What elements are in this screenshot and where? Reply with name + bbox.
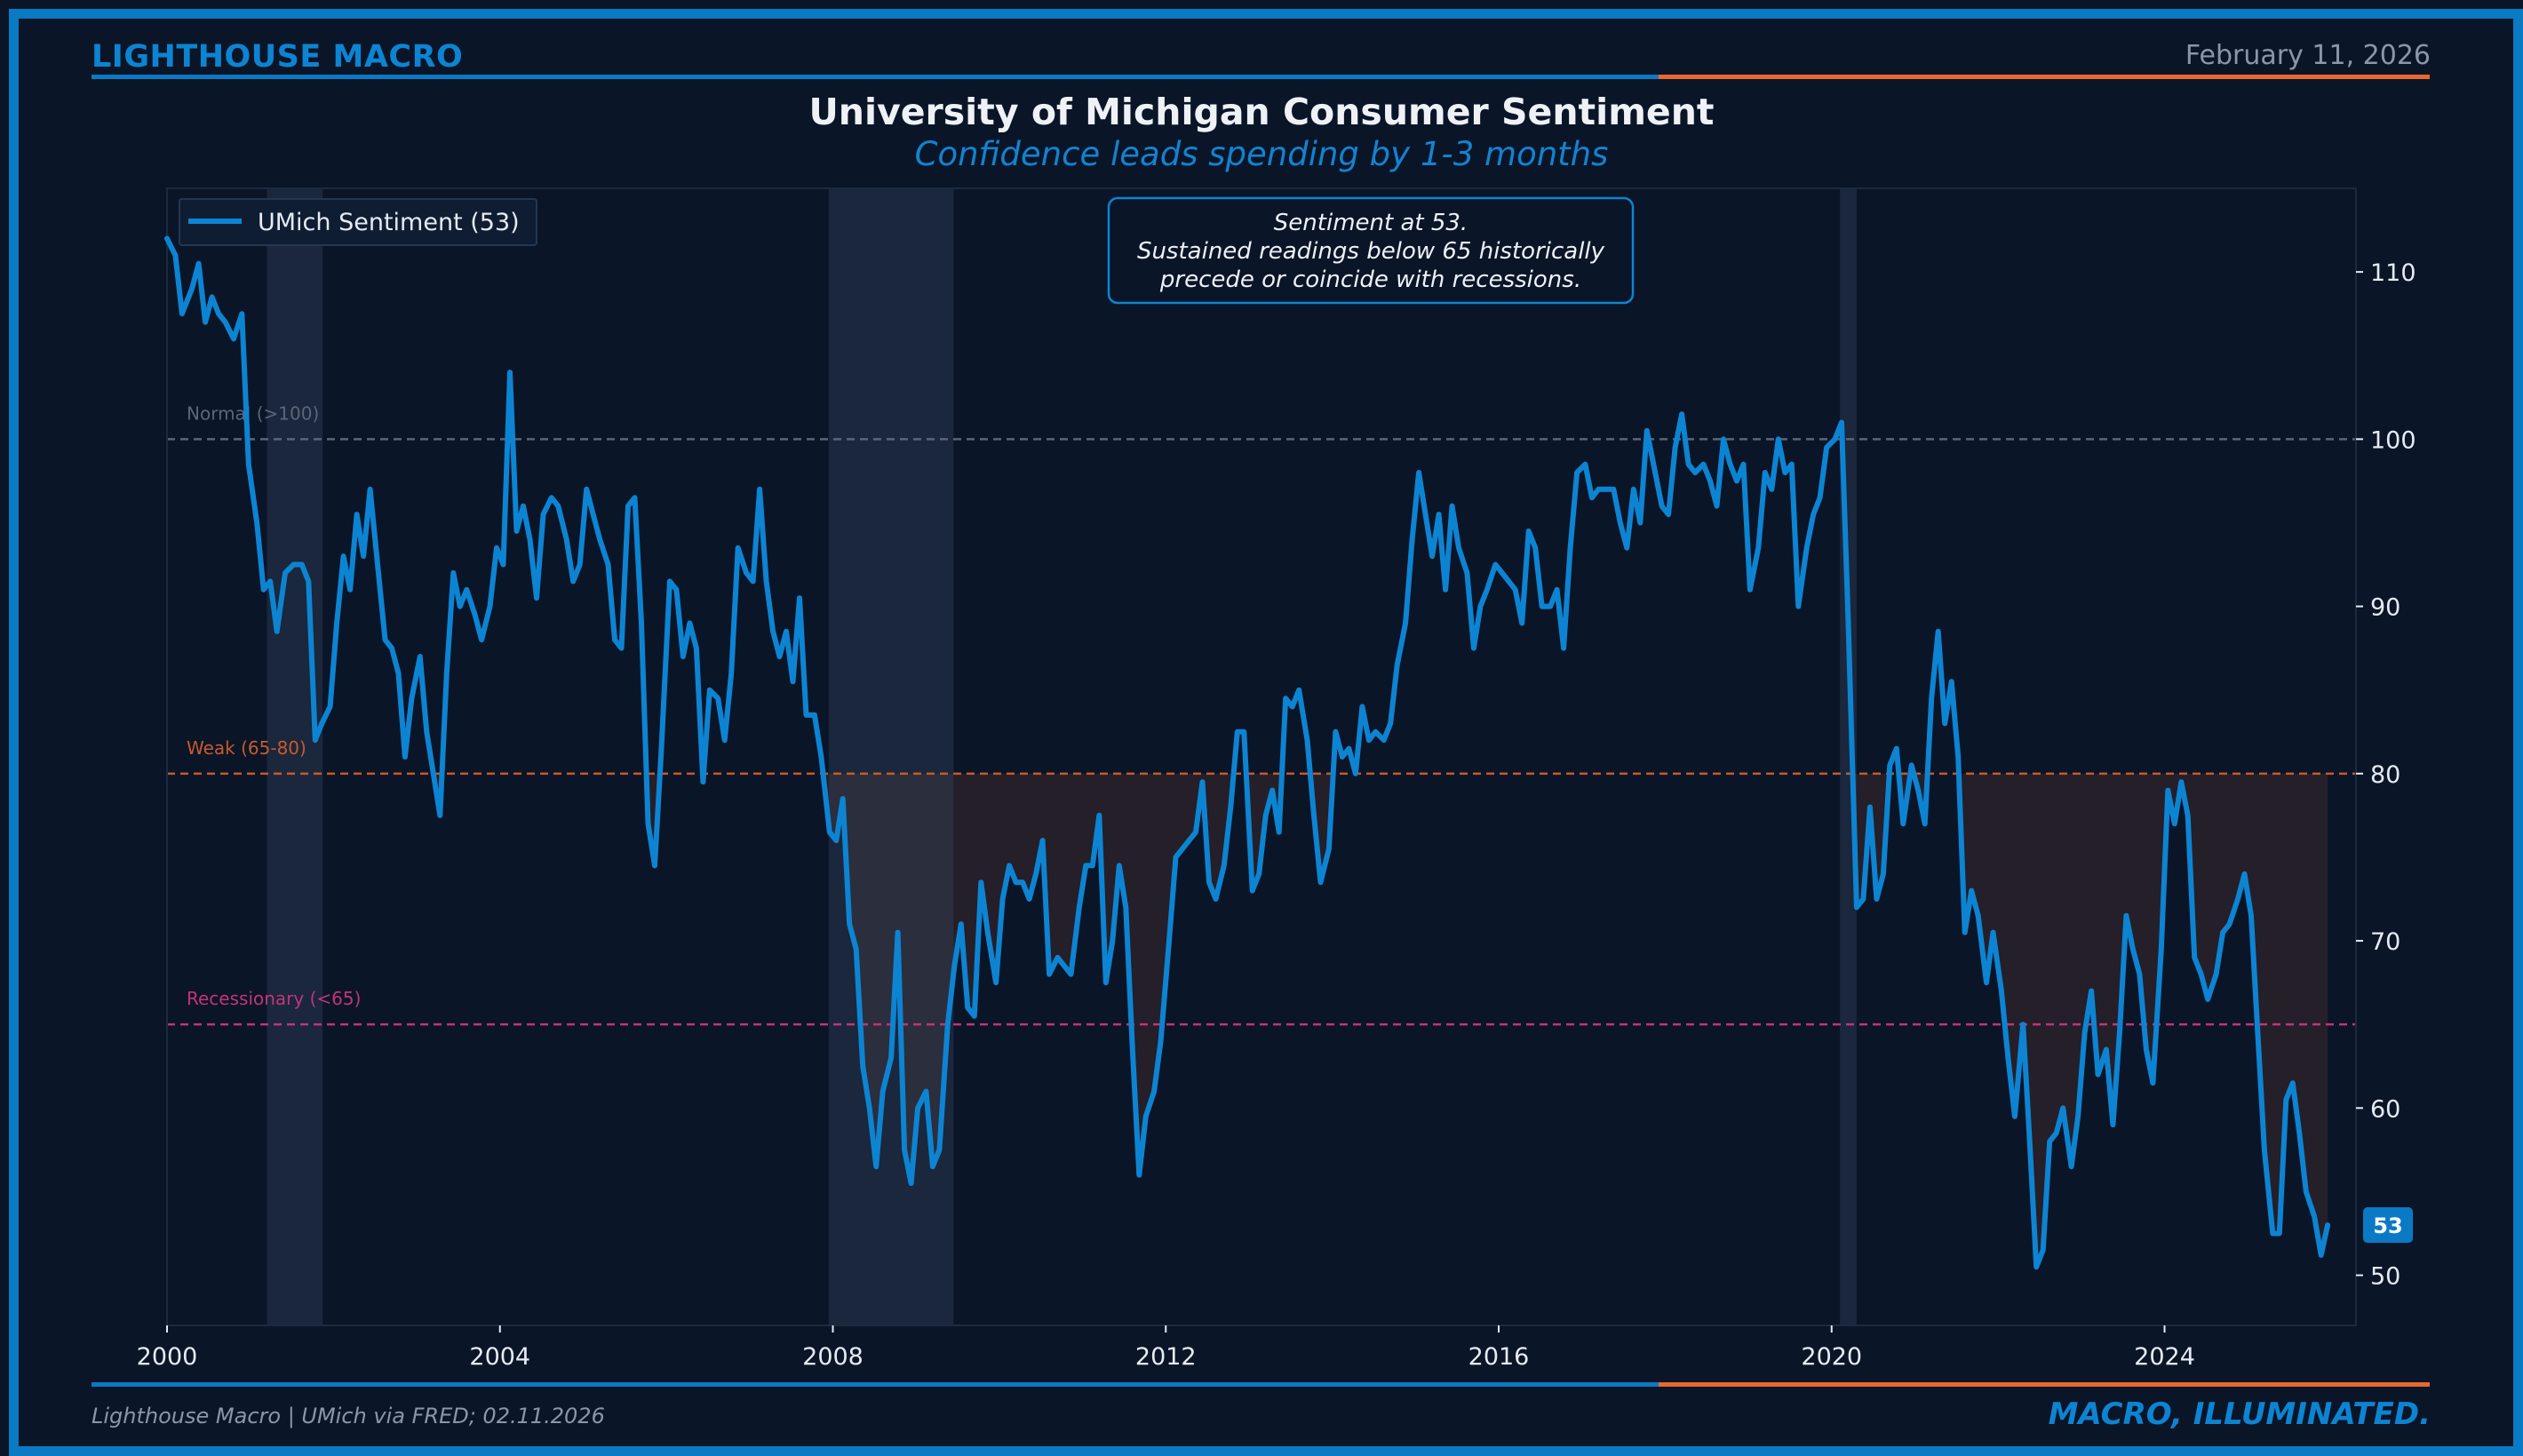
y-axis: 50 60 70 80 90 100 110 — [2356, 259, 2416, 1291]
recession-band — [267, 188, 323, 1325]
header-rule-orange — [1659, 75, 2430, 79]
x-tick-label: 2004 — [469, 1343, 530, 1371]
footer-rule-blue — [92, 1382, 1659, 1387]
series-layer — [164, 235, 2331, 1270]
x-tick-label: 2012 — [1135, 1343, 1197, 1371]
reference-line-label: Normal (>100) — [187, 402, 319, 424]
last-value-badge-label: 53 — [2373, 1213, 2402, 1238]
tagline: MACRO, ILLUMINATED. — [2048, 1396, 2431, 1432]
y-tick-label: 110 — [2370, 259, 2416, 287]
legend-box — [179, 198, 537, 246]
weak-zone-area — [1958, 773, 2328, 1268]
report-date: February 11, 2026 — [2185, 40, 2431, 71]
reference-lines: Normal (>100) Weak (65-80) Recessionary (<… — [167, 402, 2356, 1026]
weak-zone-area — [1246, 773, 1282, 891]
brand-logo-text: LIGHTHOUSE MACRO — [92, 39, 464, 75]
annotation-line-1: Sentiment at 53. — [1274, 210, 1468, 236]
recession-bands — [267, 188, 1857, 1325]
reference-line-label: Recessionary (<65) — [187, 988, 361, 1009]
last-value-badge: 53 — [2363, 1207, 2413, 1244]
y-tick-label: 90 — [2370, 594, 2400, 622]
legend: UMich Sentiment (53) — [179, 198, 537, 246]
y-tick-label: 70 — [2370, 928, 2400, 956]
recession-band — [828, 188, 954, 1325]
source-note: Lighthouse Macro | UMich via FRED; 02.11… — [92, 1404, 605, 1428]
weak-zone-area — [823, 773, 1234, 1183]
x-tick-label: 2020 — [1801, 1343, 1862, 1371]
annotation-line-3: precede or coincide with recessions. — [1159, 267, 1581, 293]
x-tick-label: 2024 — [2134, 1343, 2195, 1371]
sentiment-line — [164, 235, 2331, 1270]
legend-label: UMich Sentiment (53) — [258, 209, 520, 236]
chart-subtitle: Confidence leads spending by 1-3 months — [914, 135, 1609, 173]
x-axis: 2000 2004 2008 2012 2016 2020 2024 — [137, 1325, 2195, 1371]
plot-area-border — [166, 187, 2357, 1326]
y-tick-label: 60 — [2370, 1095, 2400, 1123]
y-tick-label: 100 — [2370, 426, 2416, 454]
header-rule-blue — [92, 75, 1659, 79]
annotation-frame — [1107, 196, 1635, 305]
annotation-box: Sentiment at 53. Sustained readings belo… — [1107, 196, 1635, 305]
y-tick-label: 80 — [2370, 761, 2400, 789]
last-value-badge-box — [2363, 1207, 2413, 1244]
weak-zone-area — [1309, 773, 1333, 883]
reference-line-label: Weak (65-80) — [187, 737, 306, 759]
annotation-line-2: Sustained readings below 65 historically — [1137, 238, 1605, 265]
x-tick-label: 2008 — [802, 1343, 864, 1371]
x-tick-label: 2016 — [1468, 1343, 1530, 1371]
y-tick-label: 50 — [2370, 1263, 2400, 1291]
weak-zone-area — [1852, 773, 1890, 908]
footer-rule-orange — [1659, 1382, 2430, 1387]
x-tick-label: 2000 — [137, 1343, 198, 1371]
weak-zone-shading — [433, 773, 2328, 1268]
chart-title: University of Michigan Consumer Sentimen… — [808, 91, 1715, 133]
